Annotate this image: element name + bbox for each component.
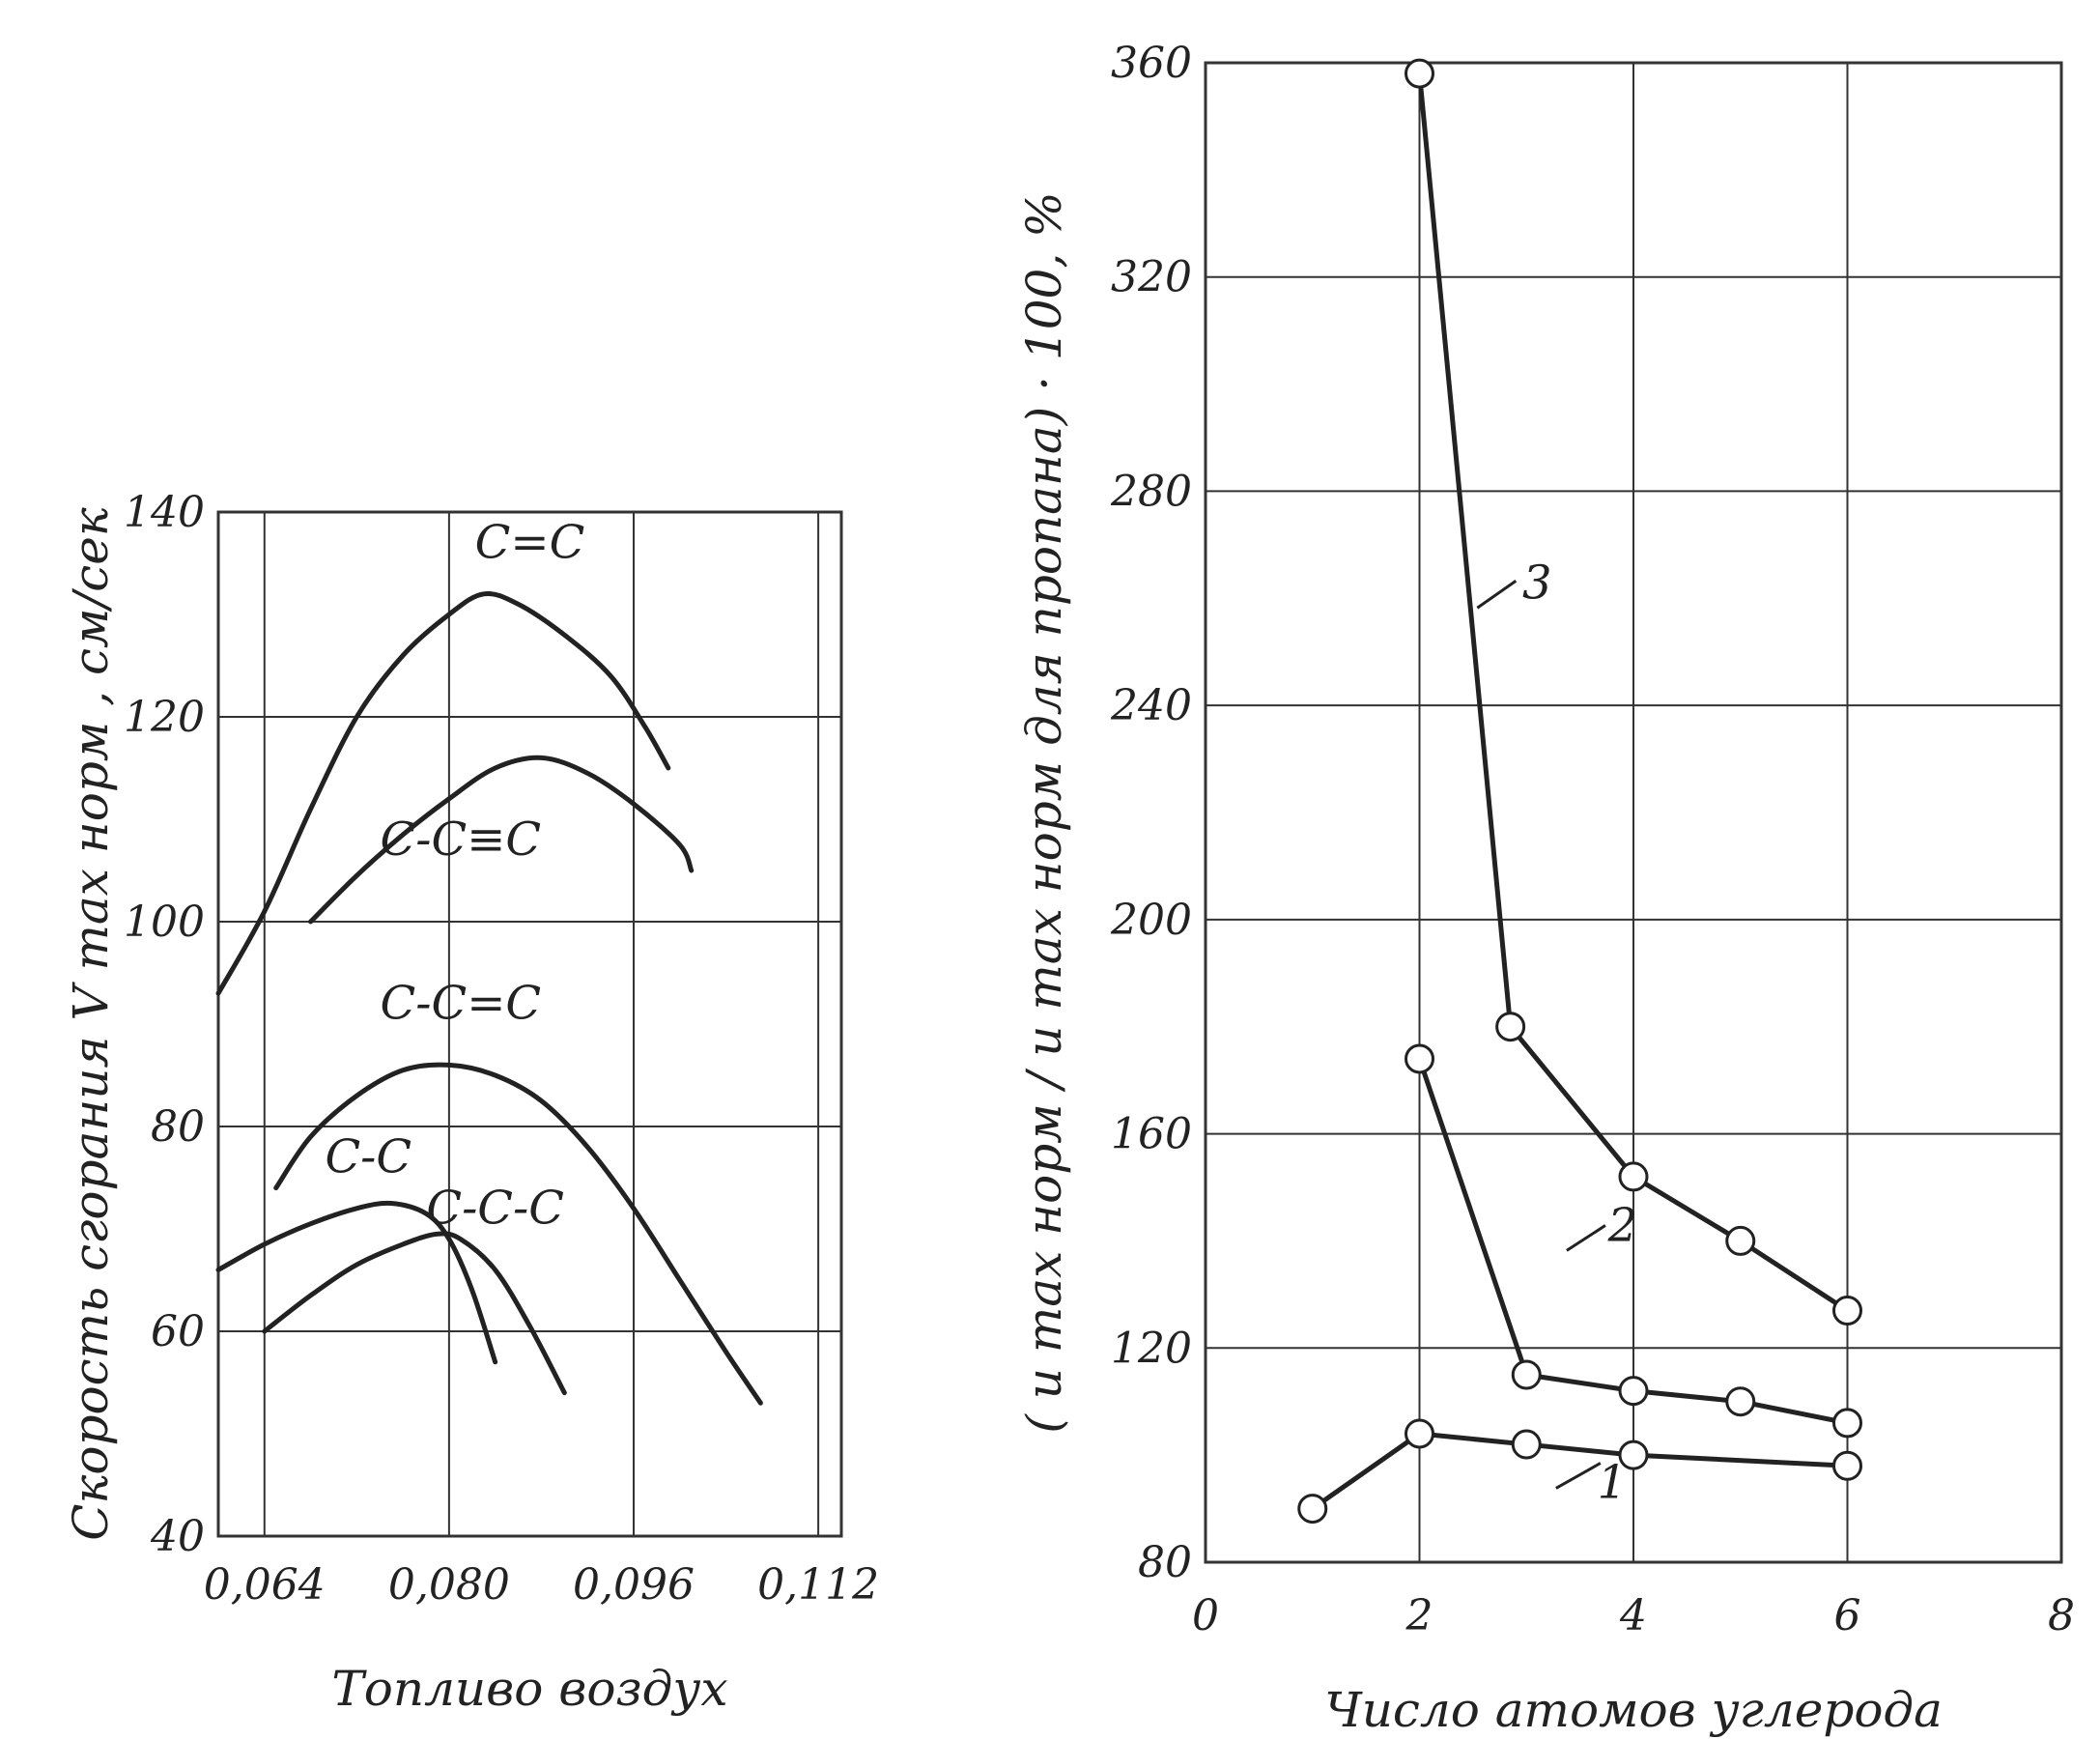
curve-label: 2 — [1607, 1198, 1638, 1252]
y-tick-label: 120 — [1111, 1324, 1192, 1373]
series-line-2 — [273, 1062, 763, 1406]
series-1-point-1 — [1511, 1359, 1542, 1390]
y-tick-label: 200 — [1110, 896, 1192, 945]
y-tick-label: 360 — [1111, 39, 1192, 88]
series-1-point-4 — [1832, 1408, 1862, 1439]
series-1-point-2 — [1618, 1376, 1649, 1407]
curve-label: C-C≡C — [381, 812, 542, 867]
plot-frame — [1204, 61, 2063, 1564]
y-tick-label: 240 — [1110, 681, 1192, 730]
y-axis-title: ( u max норм / u max норм для пропана) ·… — [1016, 191, 1072, 1433]
series-2-point-1 — [1495, 1012, 1526, 1042]
right-chart-carbon-atoms: 0 2 4 6 8 80 120 160 200 240 280 320 360 Число атомов… — [1016, 39, 2075, 1738]
x-tick-label: 4 — [1619, 1591, 1647, 1640]
y-tick-label: 40 — [150, 1512, 205, 1561]
x-axis-title: Топливо воздух — [331, 1661, 727, 1717]
series-0-point-1 — [1405, 1418, 1434, 1449]
y-tick-label: 60 — [151, 1307, 205, 1356]
x-tick-label: 2 — [1405, 1591, 1433, 1640]
series-0-point-3 — [1618, 1440, 1649, 1470]
series-2-point-0 — [1405, 58, 1434, 89]
curve-label: C-C — [325, 1130, 411, 1184]
series-0-point-0 — [1297, 1494, 1328, 1525]
left-chart-burning-rate: 0,064 0,080 0,096 0,112 40 60 80 100 120 140 Топли… — [63, 488, 879, 1717]
y-tick-label: 140 — [124, 488, 205, 537]
y-tick-label: 280 — [1110, 467, 1192, 516]
x-tick-label: 0,064 — [204, 1560, 326, 1610]
curve-label: C-C-C — [426, 1182, 564, 1236]
x-tick-label: 0,080 — [388, 1560, 510, 1610]
curve-label-leader — [1555, 1462, 1602, 1490]
x-tick-label: 6 — [1834, 1591, 1861, 1640]
y-tick-label: 120 — [124, 693, 205, 742]
x-tick-label: 0,096 — [573, 1560, 695, 1610]
series-line-4 — [262, 1231, 567, 1396]
plot-frame — [216, 510, 843, 1538]
series-2-point-2 — [1618, 1161, 1649, 1192]
series-2-point-4 — [1832, 1295, 1862, 1326]
series-1-point-0 — [1405, 1043, 1434, 1074]
series-line-1 — [308, 755, 695, 925]
y-tick-label: 80 — [151, 1102, 205, 1152]
series-1-point-3 — [1725, 1386, 1756, 1417]
y-tick-label: 100 — [124, 898, 205, 947]
y-tick-label: 160 — [1111, 1110, 1192, 1159]
x-tick-label: 0 — [1192, 1591, 1219, 1640]
x-tick-label: 8 — [2048, 1591, 2075, 1640]
series-2-point-3 — [1725, 1225, 1756, 1256]
x-tick-label: 0,112 — [757, 1560, 879, 1610]
y-tick-label: 80 — [1138, 1538, 1192, 1587]
curve-label: 3 — [1522, 556, 1552, 610]
series-line-0 — [215, 590, 671, 996]
curve-label: C=C — [475, 516, 585, 570]
x-axis-title: Число атомов углерода — [1324, 1682, 1943, 1738]
series-line-3 — [215, 1200, 498, 1365]
series-0-point-2 — [1511, 1429, 1542, 1460]
curve-label-leader — [1566, 1224, 1606, 1252]
curve-label: C-C=C — [381, 977, 542, 1031]
series-0-point-4 — [1832, 1450, 1862, 1481]
series-line-0 — [1310, 1431, 1850, 1512]
y-axis-title: Скорость сгорания V max норм , см/сек — [63, 507, 119, 1541]
y-tick-label: 320 — [1111, 253, 1192, 302]
curve-label-leader — [1476, 580, 1518, 610]
curve-label: 1 — [1598, 1455, 1628, 1509]
